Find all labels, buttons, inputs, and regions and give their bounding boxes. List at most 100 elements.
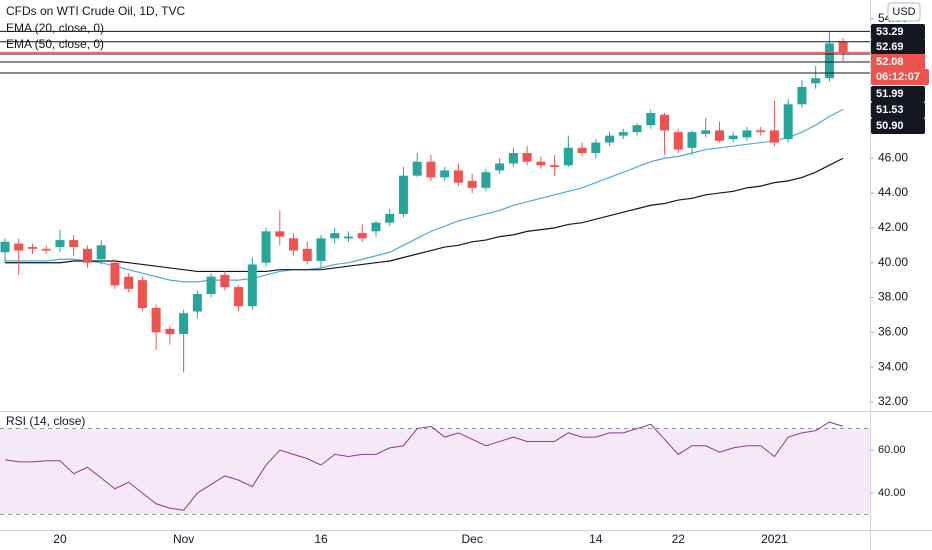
candle-body: [137, 280, 147, 308]
y-tick-label: 38.00: [878, 290, 908, 304]
candle-body: [357, 233, 367, 239]
candle-body: [289, 238, 299, 251]
candle-body: [605, 135, 615, 143]
candle-body: [0, 241, 10, 253]
y-tick-label: 46.00: [878, 150, 908, 164]
candle-body: [69, 240, 79, 248]
candle-body: [811, 78, 821, 84]
rsi-title: RSI (14, close): [6, 414, 85, 428]
price-tag: [871, 86, 925, 102]
candle-body: [769, 130, 779, 143]
candle-body: [577, 147, 587, 154]
price-tag-label: 51.99: [876, 88, 904, 100]
candle-body: [632, 125, 642, 133]
candle-body: [96, 245, 106, 260]
candle-body: [453, 170, 463, 183]
y-tick-label: 60.00: [878, 444, 906, 456]
x-tick-label: 22: [672, 532, 686, 546]
price-tag: [871, 54, 925, 70]
candle-body: [110, 262, 120, 286]
candle-body: [646, 112, 656, 126]
candle-body: [344, 236, 353, 239]
candle-body: [302, 248, 312, 261]
candle-body: [508, 153, 518, 164]
candle-body: [591, 142, 601, 154]
candle-body: [234, 287, 244, 307]
candle-body: [14, 243, 24, 251]
candle-body: [797, 86, 807, 105]
candle-body: [220, 274, 230, 288]
candle-body: [742, 130, 752, 138]
x-tick-label: 2021: [761, 532, 788, 546]
candle-body: [701, 130, 711, 134]
candle-body: [426, 161, 436, 178]
candle-body: [151, 307, 161, 333]
y-tick-label: 44.00: [878, 185, 908, 199]
countdown-label: 06:12:07: [876, 71, 920, 83]
candle-body: [618, 132, 628, 136]
candle-body: [481, 172, 491, 188]
candle-body: [728, 135, 738, 140]
candle-body: [165, 328, 175, 335]
candle-body: [330, 233, 340, 239]
x-tick-label: 16: [314, 532, 328, 546]
legend-entry: EMA (50, close, 0): [6, 37, 104, 51]
candle-body: [687, 132, 697, 148]
candle-body: [660, 114, 670, 131]
price-tag-label: 52.08: [876, 56, 904, 68]
candle-body: [838, 41, 848, 53]
y-tick-label: 40.00: [878, 487, 906, 499]
currency-box: [887, 2, 921, 22]
candle-body: [756, 130, 766, 133]
candle-body: [536, 161, 546, 166]
candle-body: [714, 130, 724, 141]
x-tick-label: Dec: [461, 532, 482, 546]
candle-body: [316, 238, 326, 261]
chart-title: CFDs on WTI Crude Oil, 1D, TVC: [6, 4, 185, 18]
candle-body: [82, 248, 92, 263]
x-tick-label: 14: [589, 532, 603, 546]
candle-body: [398, 175, 408, 214]
candle-body: [124, 276, 134, 289]
countdown-tag: [871, 69, 929, 85]
price-tag-label: 53.29: [876, 26, 904, 38]
candle-body: [206, 276, 216, 295]
legend-entry: EMA (20, close, 0): [6, 21, 104, 35]
y-tick-label: 42.00: [878, 220, 908, 234]
rsi-band: [0, 428, 870, 515]
price-tag-label: 50.90: [876, 120, 904, 132]
candle-body: [41, 248, 51, 251]
currency-label: USD: [892, 6, 915, 18]
rsi-line: [4, 421, 844, 511]
candle-body: [522, 153, 532, 162]
price-tag-label: 51.53: [876, 104, 904, 116]
candle-body: [55, 240, 65, 248]
candle-body: [550, 165, 560, 167]
price-tag: [871, 24, 925, 40]
y-tick-label: 36.00: [878, 325, 908, 339]
price-tag: [871, 102, 925, 118]
y-tick-label: 32.00: [878, 394, 908, 408]
y-tick-label: 40.00: [878, 255, 908, 269]
candle-body: [192, 294, 202, 312]
x-tick-label: 20: [53, 532, 67, 546]
candle-body: [467, 180, 477, 188]
price-tag-label: 52.69: [876, 41, 904, 53]
candle-body: [563, 147, 573, 166]
candle-body: [27, 247, 37, 249]
price-tag: [871, 39, 925, 55]
price-tag: [871, 118, 925, 134]
candle-body: [495, 163, 505, 171]
y-tick-label: 34.00: [878, 359, 908, 373]
candle-body: [385, 213, 395, 223]
ema-line: [5, 157, 844, 273]
candle-body: [179, 313, 189, 335]
candle-body: [783, 104, 793, 140]
candle-body: [673, 132, 683, 150]
candle-body: [261, 231, 271, 263]
ema-line: [5, 108, 844, 283]
candle-body: [412, 161, 422, 176]
